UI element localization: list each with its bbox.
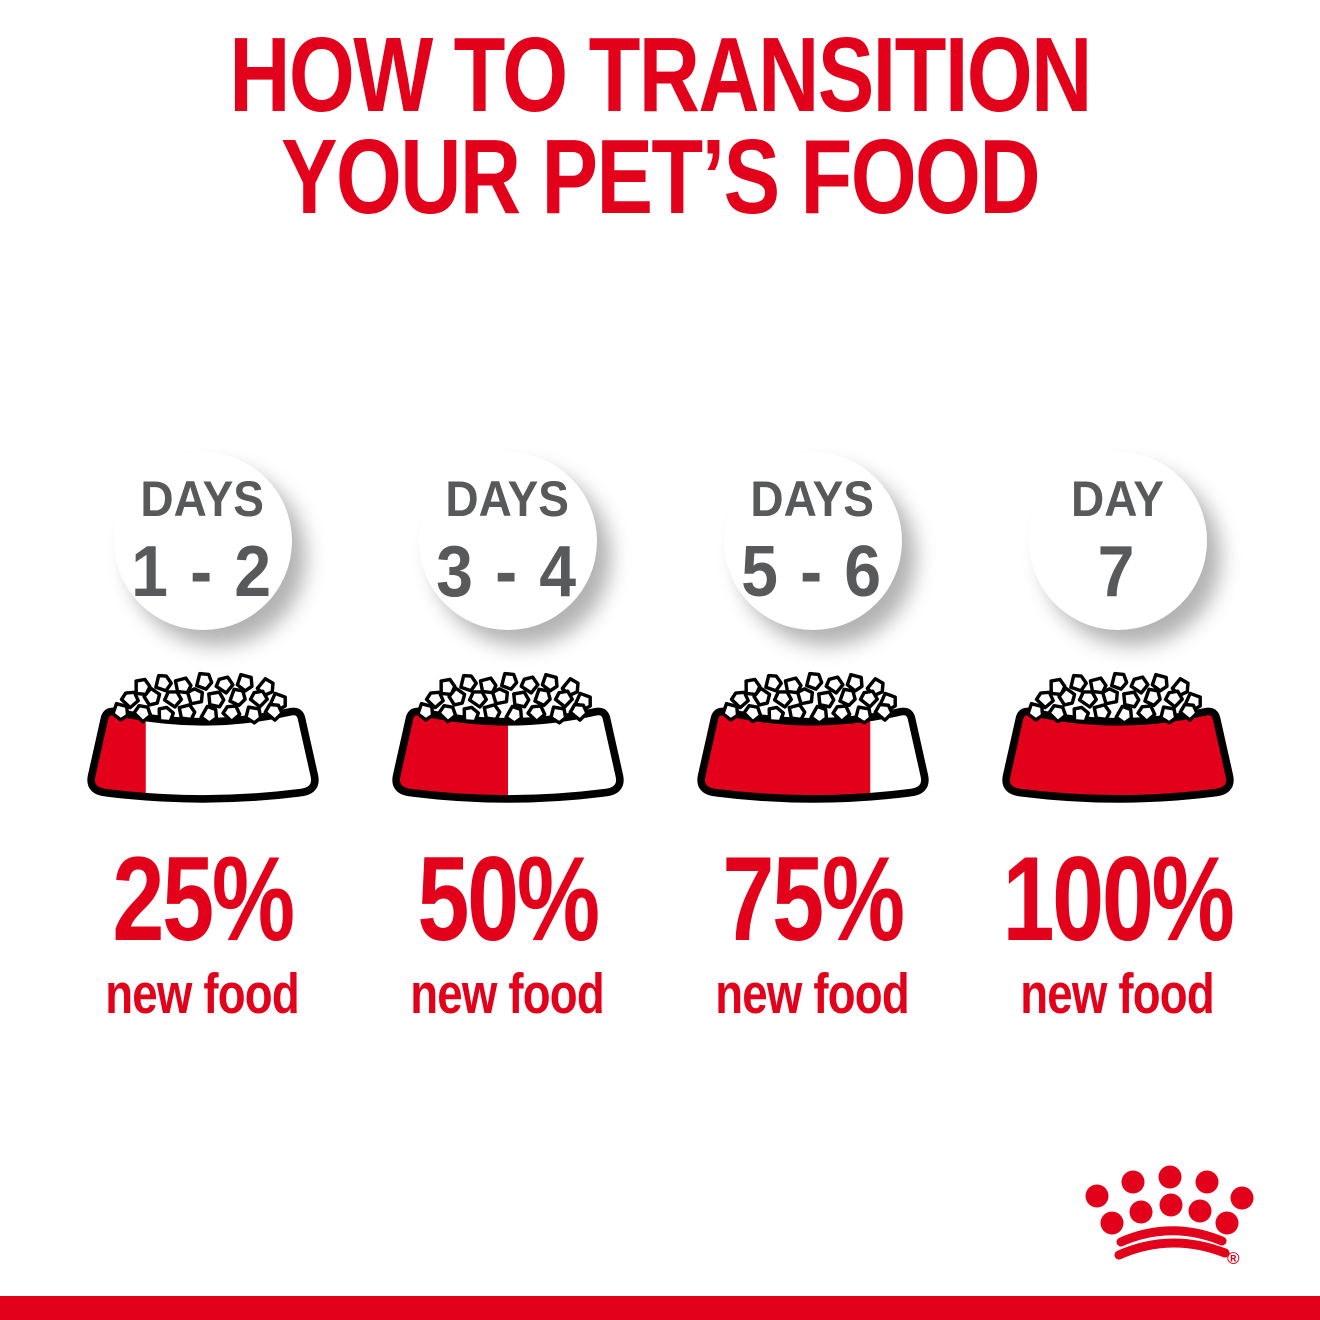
registered-mark: ®	[1227, 1249, 1240, 1268]
day-value: 7	[1098, 532, 1137, 612]
day-badge: DAYS 5 - 6	[723, 452, 902, 630]
day-badge: DAYS 3 - 4	[418, 452, 597, 630]
transition-step-3: DAYS 5 - 6 75% new food	[660, 452, 965, 1023]
day-badge: DAY 7	[1028, 452, 1207, 630]
food-bowl-icon	[687, 660, 939, 805]
new-food-caption: new food	[410, 961, 606, 1026]
new-food-caption: new food	[1020, 961, 1216, 1026]
transition-step-1: DAYS 1 - 2 25% new food	[50, 452, 355, 1023]
day-label: DAYS	[140, 471, 265, 527]
transition-step-2: DAYS 3 - 4 50% new food	[355, 452, 660, 1023]
day-label: DAY	[1071, 471, 1164, 527]
new-food-percent: 75%	[722, 832, 905, 966]
day-value: 5 - 6	[741, 532, 884, 612]
page-title: HOW TO TRANSITION YOUR PET’S FOOD	[0, 16, 1320, 236]
title-line-2: YOUR PET’S FOOD	[280, 118, 1041, 236]
new-food-percent: 100%	[1002, 832, 1234, 966]
transition-step-4: DAY 7 100% new food	[965, 452, 1270, 1023]
royal-canin-crown-icon: ®	[1085, 1165, 1254, 1268]
new-food-caption: new food	[715, 961, 911, 1026]
bowl-fill	[395, 711, 508, 799]
transition-steps: DAYS 1 - 2 25% new food DAYS 3 - 4	[50, 452, 1270, 1023]
food-bowl-icon	[382, 660, 634, 805]
day-value: 3 - 4	[436, 532, 579, 612]
day-badge: DAYS 1 - 2	[113, 452, 292, 630]
day-label: DAYS	[445, 471, 570, 527]
new-food-percent: 25%	[112, 832, 295, 966]
new-food-percent: 50%	[417, 832, 600, 966]
new-food-caption: new food	[105, 961, 301, 1026]
day-label: DAYS	[750, 471, 875, 527]
day-value: 1 - 2	[131, 532, 274, 612]
title-line-1: HOW TO TRANSITION	[229, 16, 1092, 134]
bowl-fill	[1005, 711, 1230, 799]
food-bowl-icon	[77, 660, 329, 805]
bowl-fill	[700, 711, 870, 799]
footer-bar	[0, 1296, 1320, 1320]
food-bowl-icon	[992, 660, 1244, 805]
